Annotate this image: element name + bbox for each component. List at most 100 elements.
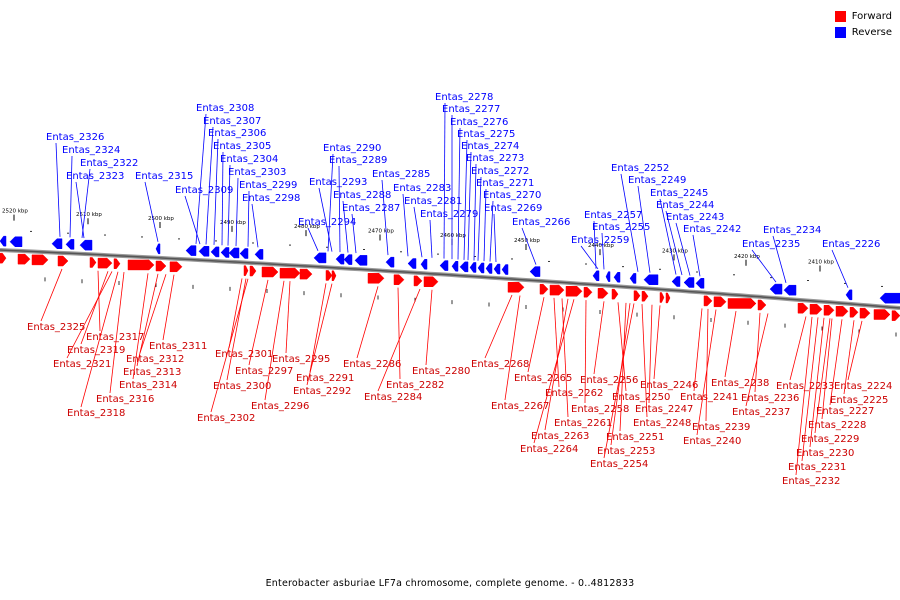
forward-label: Forward <box>851 11 892 22</box>
reverse-gene-leader <box>195 113 207 244</box>
reverse-gene-label: Entas_2249 <box>628 175 686 186</box>
forward-gene-label: Entas_2225 <box>830 395 888 406</box>
forward-gene-label: Entas_2317 <box>86 332 144 343</box>
forward-gene-leader <box>821 318 833 420</box>
forward-gene-label: Entas_2256 <box>580 375 638 386</box>
legend-forward: Forward <box>834 9 892 24</box>
reverse-gene-arrow <box>254 249 264 260</box>
reverse-gene-arrow <box>385 256 395 268</box>
forward-gene-leader <box>829 319 843 406</box>
forward-gene-arrow <box>367 273 385 284</box>
forward-gene-arrow <box>57 255 69 267</box>
reverse-gene-leader <box>493 213 497 262</box>
forward-gene-label: Entas_2251 <box>606 432 664 443</box>
forward-gene-label: Entas_2229 <box>801 434 859 445</box>
reverse-gene-leader <box>235 177 239 247</box>
forward-gene-leader <box>132 273 149 380</box>
reverse-gene-label: Entas_2273 <box>466 153 524 164</box>
reverse-gene-label: Entas_2290 <box>323 143 381 154</box>
reverse-gene-arrow <box>451 261 459 272</box>
reverse-gene-label: Entas_2288 <box>333 190 391 201</box>
reverse-gene-label: Entas_2308 <box>196 103 254 114</box>
forward-gene-leader <box>377 288 421 392</box>
scale-tick-label: 2420 kbp <box>734 254 760 260</box>
forward-gene-arrow <box>597 288 609 299</box>
reverse-gene-arrow <box>529 266 541 277</box>
forward-gene-arrow <box>891 310 900 321</box>
forward-gene-label: Entas_2325 <box>27 322 85 333</box>
reverse-gene-leader <box>307 227 319 251</box>
forward-gene-arrow <box>155 260 167 272</box>
reverse-gene-label: Entas_2279 <box>420 209 478 220</box>
forward-gene-leader <box>814 318 831 434</box>
scale-tick-label: 2480 kbp <box>294 224 320 230</box>
forward-gene-label: Entas_2297 <box>235 366 293 377</box>
reverse-gene-arrow <box>683 277 695 288</box>
reverse-gene-leader <box>467 151 472 261</box>
reverse-gene-arrow <box>65 239 75 250</box>
forward-gene-label: Entas_2253 <box>597 446 655 457</box>
reverse-gene-leader <box>75 181 85 239</box>
reverse-gene-leader <box>477 176 482 261</box>
forward-gene-arrow <box>243 265 249 276</box>
reverse-gene-arrow <box>9 236 23 247</box>
forward-gene-arrow <box>279 267 301 279</box>
forward-gene-label: Entas_2295 <box>272 354 330 365</box>
forward-gene-arrow <box>873 309 891 320</box>
forward-gene-leader <box>619 302 627 432</box>
reverse-gene-arrow <box>313 252 327 264</box>
reverse-gene-arrow <box>605 271 611 282</box>
reverse-gene-leader <box>457 127 461 260</box>
reverse-gene-arrow <box>51 238 63 249</box>
reverse-gene-leader <box>144 181 159 242</box>
forward-gene-arrow <box>539 283 549 295</box>
reverse-gene-label: Entas_2272 <box>471 166 529 177</box>
reverse-gene-leader <box>213 138 219 245</box>
reverse-gene-leader <box>473 163 477 261</box>
reverse-gene-leader <box>381 179 389 256</box>
forward-gene-arrow <box>757 299 767 311</box>
reverse-gene-leader <box>184 195 201 245</box>
reverse-gene-label: Entas_2226 <box>822 239 880 250</box>
forward-gene-leader <box>425 289 433 366</box>
reverse-gene-leader <box>831 249 849 288</box>
reverse-gene-leader <box>593 220 597 269</box>
forward-gene-arrow <box>423 276 439 287</box>
reverse-gene-arrow <box>185 245 197 256</box>
reverse-gene-leader <box>665 210 683 276</box>
forward-swatch <box>834 11 846 22</box>
forward-gene-leader <box>653 305 661 380</box>
forward-gene-label: Entas_2312 <box>126 354 184 365</box>
reverse-gene-leader <box>659 198 677 275</box>
reverse-gene-arrow <box>239 248 249 259</box>
reverse-gene-arrow <box>671 276 681 287</box>
scale-tick-label: 2470 kbp <box>368 229 394 235</box>
reverse-gene-label: Entas_2306 <box>208 128 266 139</box>
forward-gene-label: Entas_2258 <box>571 404 629 415</box>
reverse-gene-leader <box>489 200 494 262</box>
reverse-gene-leader <box>338 165 341 253</box>
reverse-gene-leader <box>318 187 333 252</box>
forward-gene-leader <box>693 308 703 392</box>
forward-gene-leader <box>109 272 125 394</box>
reverse-gene-arrow <box>420 259 428 270</box>
reverse-gene-label: Entas_2259 <box>571 235 629 246</box>
reverse-gene-arrow <box>477 262 485 274</box>
reverse-gene-label: Entas_2278 <box>435 92 493 103</box>
forward-gene-leader <box>484 294 513 359</box>
reverse-gene-leader <box>342 200 349 253</box>
reverse-gene-arrow <box>210 246 220 258</box>
forward-gene-leader <box>544 298 569 431</box>
forward-gene-arrow <box>809 303 823 315</box>
reverse-gene-arrow <box>79 239 93 251</box>
forward-gene-label: Entas_2239 <box>692 422 750 433</box>
reverse-gene-leader <box>429 219 433 258</box>
forward-gene-arrow <box>331 270 337 281</box>
forward-gene-arrow <box>31 254 49 266</box>
reverse-gene-label: Entas_2289 <box>329 155 387 166</box>
forward-gene-leader <box>593 301 605 375</box>
reverse-gene-leader <box>772 235 787 283</box>
reverse-gene-leader <box>251 203 259 248</box>
reverse-gene-leader <box>751 249 777 283</box>
